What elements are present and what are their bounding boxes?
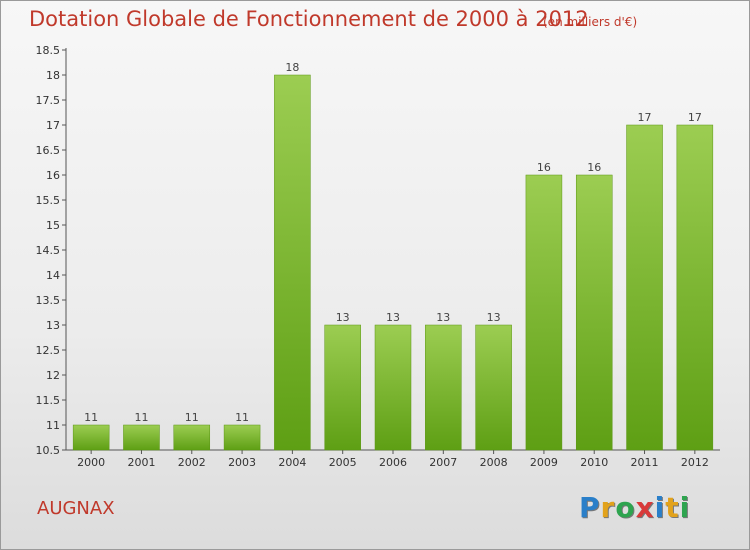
bar [274,74,311,451]
chart-title: Dotation Globale de Fonctionnement de 20… [29,7,589,31]
y-tick-label: 16.5 [36,144,61,157]
y-tick-label: 11 [46,419,60,432]
bar [324,324,361,451]
bar-value-label: 16 [537,161,551,174]
y-tick-label: 15 [46,219,60,232]
x-tick-label: 2009 [530,456,558,469]
y-tick-label: 18.5 [36,44,61,57]
x-tick-label: 2004 [278,456,306,469]
x-tick-label: 2012 [681,456,709,469]
x-tick-label: 2010 [580,456,608,469]
proxiti-logo: Proxiti [579,491,690,524]
logo-letter: i [654,491,666,524]
bar-value-label: 17 [688,111,702,124]
bar-value-label: 13 [336,311,350,324]
y-tick-label: 10.5 [36,444,61,457]
bar-value-label: 13 [386,311,400,324]
y-tick-label: 16 [46,169,60,182]
bar [575,174,613,451]
y-tick-label: 15.5 [36,194,61,207]
bar [525,174,563,451]
x-tick-label: 2007 [429,456,457,469]
y-tick-label: 12 [46,369,60,382]
bar [72,424,110,451]
x-tick-label: 2000 [77,456,105,469]
y-tick-label: 11.5 [36,394,61,407]
bar [374,324,412,451]
chart-data-labels: 11 11 11 11 18 13 13 13 13 16 16 17 17 [84,61,702,424]
x-tick-label: 2001 [127,456,155,469]
y-tick-label: 13 [46,319,60,332]
bar [173,424,211,451]
logo-letter: t [665,491,680,524]
logo-letter: o [615,491,636,524]
bar-value-label: 11 [134,411,148,424]
bar [223,424,261,451]
y-tick-label: 13.5 [36,294,61,307]
logo-letter: P [579,491,601,524]
logo-letter: i [679,491,691,524]
x-tick-label: 2008 [480,456,508,469]
x-tick-label: 2002 [178,456,206,469]
x-tick-label: 2006 [379,456,407,469]
bar [475,324,512,451]
bar-value-label: 11 [84,411,98,424]
x-tick-label: 2011 [631,456,659,469]
bar-value-label: 11 [235,411,249,424]
bar-value-label: 13 [487,311,501,324]
bar-value-label: 16 [587,161,601,174]
bar [123,424,160,451]
commune-name: AUGNAX [37,498,115,519]
chart-unit: (en milliers d'€) [543,15,638,29]
bar [626,124,663,451]
y-tick-label: 14 [46,269,60,282]
y-tick-label: 17.5 [36,94,61,107]
x-tick-label: 2005 [329,456,357,469]
y-tick-label: 12.5 [36,344,61,357]
chart-axes: 10.5 11 11.5 12 12.5 13 13.5 14 14.5 15 15.5 16 16.5… [36,44,720,469]
chart-bars [72,74,714,451]
bar [676,124,714,451]
y-tick-label: 18 [46,69,60,82]
bar [425,324,462,451]
logo-letter: r [600,491,616,524]
bar-value-label: 18 [285,61,299,74]
bar-value-label: 17 [638,111,652,124]
y-tick-label: 17 [46,119,60,132]
logo-letter: x [635,491,655,524]
x-tick-label: 2003 [228,456,256,469]
bar-value-label: 13 [436,311,450,324]
bar-value-label: 11 [185,411,199,424]
y-tick-label: 14.5 [36,244,61,257]
